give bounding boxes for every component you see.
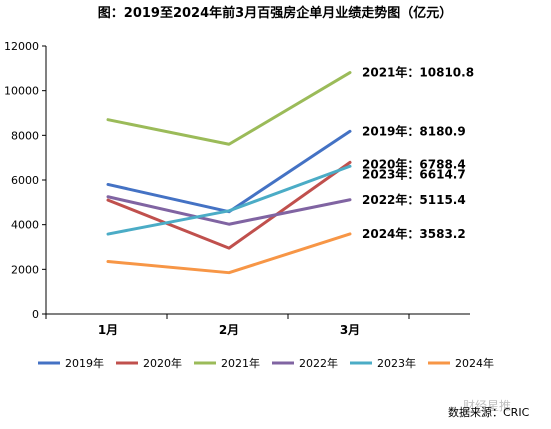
end-label-2020年: 2020年：6788.4 [362,156,466,171]
y-tick-label: 4000 [11,219,39,232]
legend-label-2021年: 2021年 [221,356,260,370]
legend: 2019年 2020年 2021年 2022年 2023年 2024年 [38,356,494,370]
series-group [106,71,352,275]
series-line-2020年 [106,160,352,250]
end-label-2019年: 2019年：8180.9 [362,123,466,138]
legend-label-2023年: 2023年 [377,356,416,370]
y-tick-label: 8000 [11,129,39,142]
end-label-2024年: 2024年：3583.2 [362,226,466,241]
y-tick-label: 6000 [11,174,39,187]
end-label-2021年: 2021年：10810.8 [362,65,474,80]
y-tick-label: 2000 [11,263,39,276]
source-note: 数据来源：CRIC [448,405,530,419]
series-line-2023年 [106,164,352,236]
x-category-label: 3月 [340,323,360,337]
legend-label-2020年: 2020年 [143,356,182,370]
series-line-2024年 [106,232,352,275]
series-line-2021年 [106,71,352,146]
x-category-label: 2月 [219,323,239,337]
legend-label-2022年: 2022年 [299,356,338,370]
chart-title: 图：2019至2024年前3月百强房企单月业绩走势图（亿元） [98,5,452,21]
x-category-label: 1月 [98,323,118,337]
y-tick-label: 12000 [4,40,39,53]
y-tick-label: 10000 [4,85,39,98]
watermark: 财经星推 [463,399,511,413]
data-labels: 2019年：8180.9 2020年：6788.4 2021年：10810.8 202… [362,65,474,241]
y-tick-label: 0 [32,308,39,321]
end-label-2023年: 2023年：6614.7 [362,166,466,181]
legend-label-2024年: 2024年 [455,356,494,370]
legend-label-2019年: 2019年 [65,356,104,370]
series-line-2022年 [106,195,352,226]
end-label-2022年: 2022年：5115.4 [362,192,466,207]
axes: 0 2000 4000 6000 8000 10000 12000 1月 2月 3月 [4,40,470,337]
